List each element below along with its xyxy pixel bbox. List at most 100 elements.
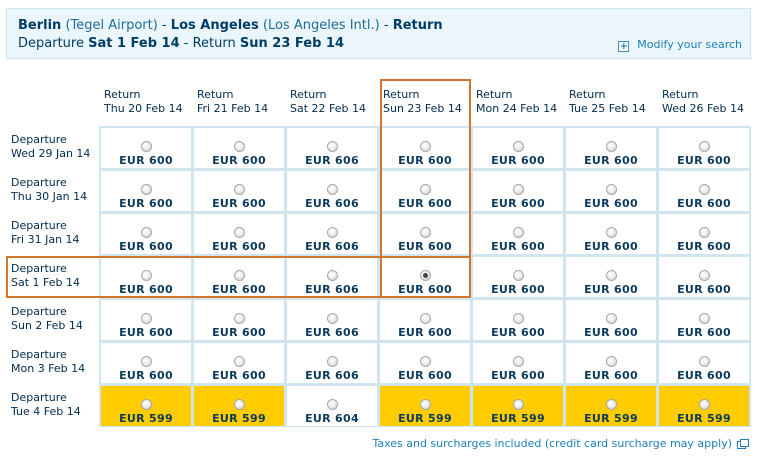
fare-radio[interactable] xyxy=(513,184,524,195)
fare-cell[interactable]: EUR 600 xyxy=(473,343,563,383)
fare-cell[interactable]: EUR 600 xyxy=(659,257,749,297)
fare-cell[interactable]: EUR 600 xyxy=(101,214,191,254)
fare-radio[interactable] xyxy=(699,270,710,281)
fare-cell[interactable]: EUR 600 xyxy=(194,214,284,254)
fare-radio[interactable] xyxy=(513,141,524,152)
fare-cell[interactable]: EUR 600 xyxy=(380,343,470,383)
fare-radio[interactable] xyxy=(327,227,338,238)
fare-cell[interactable]: EUR 600 xyxy=(194,300,284,340)
fare-cell[interactable]: EUR 599 xyxy=(194,386,284,426)
fare-cell[interactable]: EUR 600 xyxy=(380,171,470,211)
fare-radio[interactable] xyxy=(513,399,524,410)
fare-radio[interactable] xyxy=(420,141,431,152)
fare-cell[interactable]: EUR 600 xyxy=(659,343,749,383)
fare-cell[interactable]: EUR 600 xyxy=(566,171,656,211)
fare-radio[interactable] xyxy=(699,141,710,152)
fare-cell[interactable]: EUR 600 xyxy=(101,300,191,340)
fare-cell[interactable]: EUR 599 xyxy=(566,386,656,426)
fare-cell[interactable]: EUR 600 xyxy=(566,300,656,340)
fare-radio[interactable] xyxy=(141,313,152,324)
fare-cell[interactable]: EUR 600 xyxy=(194,257,284,297)
fare-cell[interactable]: EUR 600 xyxy=(473,171,563,211)
modify-search-link[interactable]: + Modify your search xyxy=(618,38,742,52)
fare-radio[interactable] xyxy=(513,270,524,281)
fare-cell[interactable]: EUR 600 xyxy=(659,214,749,254)
fare-radio[interactable] xyxy=(699,313,710,324)
fare-cell[interactable]: EUR 600 xyxy=(380,257,470,297)
fare-cell[interactable]: EUR 599 xyxy=(380,386,470,426)
fare-cell[interactable]: EUR 599 xyxy=(101,386,191,426)
fare-radio[interactable] xyxy=(327,399,338,410)
fare-cell[interactable]: EUR 600 xyxy=(566,343,656,383)
fare-radio[interactable] xyxy=(513,313,524,324)
fare-cell[interactable]: EUR 600 xyxy=(659,128,749,168)
fare-cell[interactable]: EUR 600 xyxy=(659,300,749,340)
fare-cell[interactable]: EUR 599 xyxy=(659,386,749,426)
fare-cell[interactable]: EUR 600 xyxy=(194,128,284,168)
fare-radio[interactable] xyxy=(420,399,431,410)
fare-radio[interactable] xyxy=(606,227,617,238)
fare-radio[interactable] xyxy=(420,313,431,324)
fare-radio[interactable] xyxy=(327,356,338,367)
fare-radio[interactable] xyxy=(327,313,338,324)
fare-radio[interactable] xyxy=(420,184,431,195)
fare-cell[interactable]: EUR 600 xyxy=(566,257,656,297)
fare-cell[interactable]: EUR 600 xyxy=(194,343,284,383)
fare-cell[interactable]: EUR 604 xyxy=(287,386,377,426)
fare-radio[interactable] xyxy=(420,356,431,367)
fare-cell[interactable]: EUR 600 xyxy=(659,171,749,211)
fare-cell[interactable]: EUR 600 xyxy=(101,171,191,211)
fare-cell[interactable]: EUR 600 xyxy=(194,171,284,211)
fare-cell[interactable]: EUR 606 xyxy=(287,128,377,168)
fare-cell[interactable]: EUR 606 xyxy=(287,171,377,211)
fare-radio[interactable] xyxy=(141,141,152,152)
taxes-info-link[interactable]: Taxes and surcharges included (credit ca… xyxy=(372,437,749,450)
fare-cell[interactable]: EUR 600 xyxy=(566,128,656,168)
fare-radio[interactable] xyxy=(141,399,152,410)
fare-radio[interactable] xyxy=(234,399,245,410)
fare-cell[interactable]: EUR 600 xyxy=(473,257,563,297)
fare-radio[interactable] xyxy=(606,356,617,367)
fare-cell[interactable]: EUR 600 xyxy=(101,128,191,168)
fare-radio[interactable] xyxy=(513,356,524,367)
fare-cell[interactable]: EUR 600 xyxy=(101,257,191,297)
fare-radio[interactable] xyxy=(234,227,245,238)
fare-radio[interactable] xyxy=(141,227,152,238)
fare-radio[interactable] xyxy=(327,270,338,281)
fare-radio[interactable] xyxy=(699,184,710,195)
fare-cell[interactable]: EUR 599 xyxy=(473,386,563,426)
fare-cell[interactable]: EUR 606 xyxy=(287,257,377,297)
fare-radio[interactable] xyxy=(606,141,617,152)
fare-radio[interactable] xyxy=(141,184,152,195)
fare-cell[interactable]: EUR 600 xyxy=(473,300,563,340)
fare-cell[interactable]: EUR 600 xyxy=(566,214,656,254)
fare-radio[interactable] xyxy=(234,141,245,152)
fare-cell[interactable]: EUR 606 xyxy=(287,300,377,340)
fare-cell[interactable]: EUR 600 xyxy=(380,128,470,168)
fare-radio[interactable] xyxy=(327,184,338,195)
fare-radio[interactable] xyxy=(606,184,617,195)
fare-radio[interactable] xyxy=(141,270,152,281)
fare-radio[interactable] xyxy=(234,356,245,367)
fare-radio[interactable] xyxy=(699,399,710,410)
fare-cell[interactable]: EUR 606 xyxy=(287,343,377,383)
fare-cell[interactable]: EUR 600 xyxy=(101,343,191,383)
fare-cell[interactable]: EUR 600 xyxy=(473,128,563,168)
fare-radio-selected[interactable] xyxy=(420,270,431,281)
fare-cell[interactable]: EUR 600 xyxy=(473,214,563,254)
fare-radio[interactable] xyxy=(234,313,245,324)
fare-radio[interactable] xyxy=(420,227,431,238)
fare-radio[interactable] xyxy=(327,141,338,152)
fare-cell[interactable]: EUR 600 xyxy=(380,214,470,254)
fare-radio[interactable] xyxy=(513,227,524,238)
fare-radio[interactable] xyxy=(606,270,617,281)
fare-radio[interactable] xyxy=(699,227,710,238)
fare-radio[interactable] xyxy=(234,184,245,195)
fare-radio[interactable] xyxy=(699,356,710,367)
fare-radio[interactable] xyxy=(606,313,617,324)
fare-radio[interactable] xyxy=(234,270,245,281)
fare-cell[interactable]: EUR 606 xyxy=(287,214,377,254)
fare-radio[interactable] xyxy=(141,356,152,367)
fare-cell[interactable]: EUR 600 xyxy=(380,300,470,340)
fare-radio[interactable] xyxy=(606,399,617,410)
